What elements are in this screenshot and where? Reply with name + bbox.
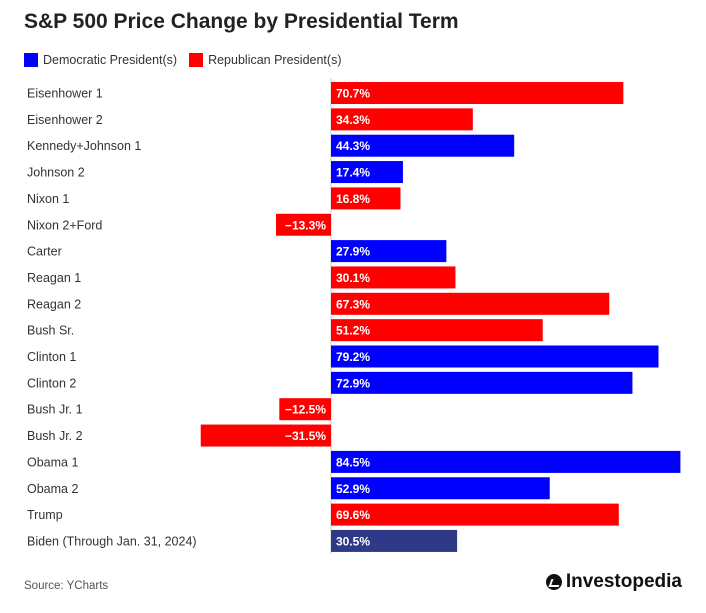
category-label: Bush Jr. 1 (27, 403, 83, 417)
category-label: Trump (27, 508, 63, 522)
legend-item-democratic: Democratic President(s) (24, 53, 177, 67)
category-label: Eisenhower 2 (27, 113, 103, 127)
value-label: 17.4% (336, 166, 370, 180)
bar (331, 187, 401, 210)
value-label: −31.5% (285, 429, 326, 443)
value-label: 70.7% (336, 87, 370, 101)
chart-legend: Democratic President(s) Republican Presi… (24, 51, 353, 69)
bar (331, 529, 458, 552)
bar (331, 345, 659, 368)
bar (331, 240, 447, 263)
bar (331, 371, 633, 394)
investopedia-logo: Investopedia (545, 571, 682, 593)
investopedia-logo-icon (545, 574, 562, 590)
bar (331, 503, 619, 526)
bar (200, 424, 331, 447)
bar (331, 319, 543, 342)
value-label: 30.1% (336, 271, 370, 285)
bar (331, 292, 610, 315)
legend-swatch-democratic (24, 53, 38, 67)
category-label: Biden (Through Jan. 31, 2024) (27, 534, 197, 548)
value-label: 67.3% (336, 297, 370, 311)
bar (279, 398, 331, 421)
value-label: −12.5% (285, 403, 326, 417)
value-label: 51.2% (336, 324, 370, 338)
category-label: Bush Jr. 2 (27, 429, 83, 443)
bar (331, 134, 515, 157)
value-label: −13.3% (285, 218, 326, 232)
category-label: Clinton 2 (27, 376, 76, 390)
category-label: Obama 1 (27, 455, 78, 469)
category-label: Kennedy+Johnson 1 (27, 139, 141, 153)
source-note: Source: YCharts (24, 580, 109, 592)
value-label: 79.2% (336, 350, 370, 364)
value-label: 27.9% (336, 245, 370, 259)
category-label: Bush Sr. (27, 324, 74, 338)
bar (331, 450, 681, 473)
value-label: 16.8% (336, 192, 370, 206)
value-label: 52.9% (336, 482, 370, 496)
legend-swatch-republican (189, 53, 204, 67)
value-label: 84.5% (336, 455, 370, 469)
bar (331, 477, 550, 500)
category-label: Johnson 2 (27, 166, 85, 180)
category-label: Obama 2 (27, 482, 78, 496)
legend-label-democratic: Democratic President(s) (43, 53, 178, 67)
category-label: Clinton 1 (27, 350, 76, 364)
category-label: Reagan 2 (27, 297, 81, 311)
category-label: Carter (27, 245, 62, 259)
chart-title: S&P 500 Price Change by Presidential Ter… (24, 10, 459, 33)
category-label: Eisenhower 1 (27, 87, 103, 101)
investopedia-logo-text: Investopedia (565, 571, 682, 592)
bar (331, 266, 456, 289)
value-label: 72.9% (336, 376, 370, 390)
category-label: Nixon 1 (27, 192, 69, 206)
bar (276, 213, 331, 236)
value-label: 30.5% (336, 534, 370, 548)
category-label: Nixon 2+Ford (27, 218, 102, 232)
legend-item-republican: Republican President(s) (189, 53, 341, 67)
category-label: Reagan 1 (27, 271, 81, 285)
legend-label-republican: Republican President(s) (208, 53, 342, 67)
bar (331, 108, 473, 131)
bar (331, 161, 403, 184)
bar (331, 82, 624, 104)
value-label: 44.3% (336, 139, 370, 153)
value-label: 34.3% (336, 113, 370, 127)
value-label: 69.6% (336, 508, 370, 522)
